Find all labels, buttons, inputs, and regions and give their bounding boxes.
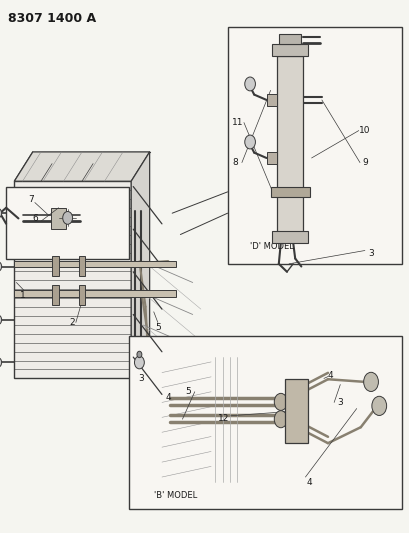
- Text: 8307 1400 A: 8307 1400 A: [8, 12, 96, 25]
- Bar: [276, 56, 303, 232]
- Bar: [6, 187, 129, 259]
- Text: 'D' MODEL: 'D' MODEL: [249, 243, 293, 251]
- Text: 12: 12: [217, 414, 229, 423]
- Circle shape: [134, 356, 144, 369]
- Text: 3: 3: [138, 374, 144, 383]
- Circle shape: [244, 77, 255, 91]
- Bar: [14, 181, 131, 378]
- Bar: [79, 255, 85, 276]
- Text: 6: 6: [32, 214, 38, 223]
- Bar: [271, 44, 308, 56]
- Bar: [270, 187, 309, 197]
- Circle shape: [0, 262, 2, 271]
- Bar: [51, 208, 65, 229]
- Text: 11: 11: [231, 118, 243, 127]
- Bar: [14, 290, 176, 297]
- Circle shape: [292, 431, 299, 439]
- Circle shape: [274, 410, 287, 427]
- Bar: [278, 34, 301, 44]
- Text: 3: 3: [367, 249, 373, 257]
- Circle shape: [63, 212, 72, 224]
- Text: 1: 1: [20, 292, 25, 300]
- Text: 3: 3: [337, 398, 342, 407]
- Circle shape: [0, 315, 2, 325]
- Text: 7: 7: [28, 196, 34, 204]
- Circle shape: [0, 358, 2, 367]
- Circle shape: [137, 351, 142, 358]
- Text: 5: 5: [185, 387, 191, 396]
- Circle shape: [244, 135, 255, 149]
- Circle shape: [0, 208, 2, 218]
- Bar: [52, 285, 58, 305]
- Bar: [266, 151, 276, 164]
- Text: 'B' MODEL: 'B' MODEL: [153, 491, 196, 500]
- Polygon shape: [131, 152, 149, 378]
- Text: 10: 10: [358, 126, 370, 135]
- Circle shape: [292, 407, 299, 416]
- Text: 4: 4: [306, 478, 312, 487]
- Bar: [284, 379, 307, 443]
- Circle shape: [292, 383, 299, 392]
- Bar: [271, 231, 308, 243]
- Circle shape: [274, 393, 287, 410]
- Bar: [79, 285, 85, 305]
- Text: 4: 4: [165, 393, 171, 401]
- Bar: [266, 94, 276, 107]
- Text: 8: 8: [232, 158, 238, 167]
- Bar: [14, 261, 176, 267]
- Circle shape: [363, 373, 378, 391]
- Bar: [129, 336, 401, 509]
- Text: 2: 2: [69, 318, 74, 327]
- Text: 9: 9: [361, 158, 367, 167]
- Text: 5: 5: [155, 324, 160, 332]
- Polygon shape: [14, 152, 149, 181]
- Circle shape: [371, 397, 386, 416]
- Bar: [52, 255, 58, 276]
- Text: 4: 4: [326, 372, 332, 380]
- Bar: [227, 27, 401, 264]
